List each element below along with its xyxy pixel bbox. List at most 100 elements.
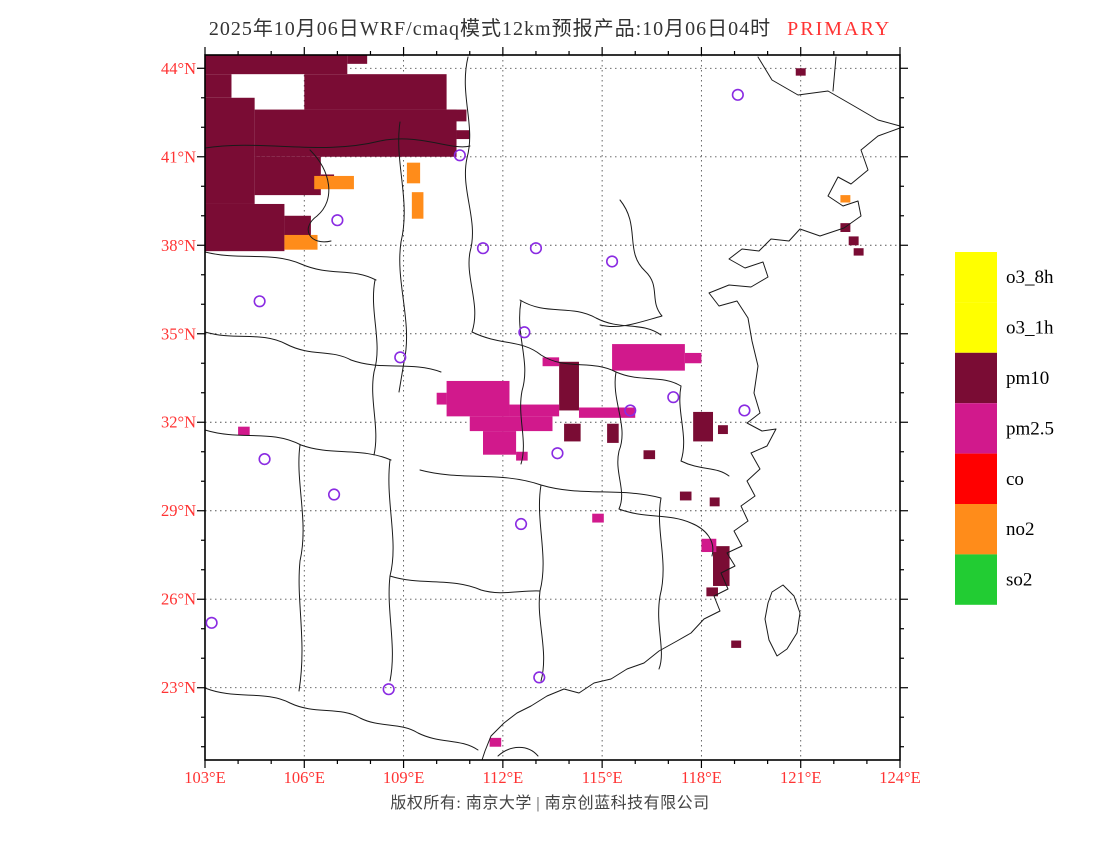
pollutant-regions xyxy=(205,55,864,747)
region-pm10 xyxy=(706,587,718,597)
region-pm2.5 xyxy=(612,344,685,371)
region-pm2.5 xyxy=(483,431,517,455)
region-pm10 xyxy=(205,74,232,98)
city-marker xyxy=(605,255,619,268)
region-pm2.5 xyxy=(509,404,560,417)
region-pm10 xyxy=(347,55,368,64)
region-pm10 xyxy=(848,236,859,246)
interior-borders-east xyxy=(614,371,730,557)
city-marker xyxy=(529,242,543,255)
region-no2 xyxy=(411,192,424,219)
title-text: 2025年10月06日WRF/cmaq模式12km预报产品:10月06日04时 xyxy=(208,18,772,40)
lat-label: 23°N xyxy=(161,678,196,697)
interior-borders-south xyxy=(204,429,664,692)
lon-label: 115°E xyxy=(582,768,623,787)
region-pm2.5 xyxy=(489,737,502,747)
city-marker xyxy=(476,242,490,255)
taiwan-island xyxy=(764,584,801,657)
region-pm10 xyxy=(205,97,255,204)
city-marker xyxy=(514,517,528,531)
lon-label: 103°E xyxy=(184,768,225,787)
lat-label: 29°N xyxy=(161,501,196,520)
city-marker xyxy=(205,616,218,629)
region-no2 xyxy=(840,195,851,203)
region-pm10 xyxy=(693,411,714,442)
lat-label: 44°N xyxy=(161,59,196,78)
region-pm10 xyxy=(254,109,457,157)
region-pm2.5 xyxy=(592,513,604,523)
lon-label: 124°E xyxy=(879,768,920,787)
legend-label: so2 xyxy=(1006,570,1032,591)
city-marker xyxy=(533,671,546,684)
region-pm10 xyxy=(284,215,311,237)
lon-label: 112°E xyxy=(482,768,523,787)
legend-swatch-pm10 xyxy=(955,352,997,404)
region-pm10 xyxy=(254,156,321,196)
region-pm10 xyxy=(731,640,742,648)
region-pm10 xyxy=(205,203,285,252)
region-no2 xyxy=(314,175,354,190)
legend-label: o3_8h xyxy=(1006,267,1054,288)
city-marker xyxy=(331,214,344,227)
lat-label: 38°N xyxy=(161,236,196,255)
city-marker xyxy=(624,404,637,417)
city-marker xyxy=(258,453,271,466)
lat-label: 26°N xyxy=(161,590,196,609)
axis-ticks xyxy=(197,47,908,768)
region-pm2.5 xyxy=(446,380,510,417)
lat-label: 32°N xyxy=(161,413,196,432)
city-marker xyxy=(731,88,744,101)
legend-swatch-no2 xyxy=(955,504,997,555)
region-pm10 xyxy=(679,491,692,501)
legend-swatch-so2 xyxy=(955,554,997,605)
interior-borders-west xyxy=(372,56,476,456)
legend-label: co xyxy=(1006,469,1024,490)
southwest-borders xyxy=(204,687,539,757)
copyright: 版权所有: 南京大学 | 南京创蓝科技有限公司 xyxy=(390,795,710,812)
region-pm10 xyxy=(607,423,619,443)
city-marker xyxy=(453,149,466,162)
region-pm10 xyxy=(713,546,730,586)
legend-swatch-o3_1h xyxy=(955,302,997,353)
province-borders xyxy=(204,56,901,761)
city-marker xyxy=(551,447,564,460)
lat-label: 41°N xyxy=(161,147,196,166)
interior-borders-central xyxy=(471,199,682,465)
legend: o3_8h o3_1h pm10 pm2.5 co no2 so2 xyxy=(955,252,1054,605)
lon-label: 106°E xyxy=(284,768,325,787)
legend-swatch-o3_8h xyxy=(955,252,997,303)
title-pollutant-type: PRIMARY xyxy=(787,18,892,40)
axis-labels: 103°E 106°E 109°E 112°E 115°E 118°E 121°E 124°E… xyxy=(161,59,921,787)
city-marker xyxy=(394,351,407,364)
region-pm2.5 xyxy=(516,451,528,461)
region-pm10 xyxy=(456,130,470,140)
map-frame xyxy=(204,54,901,761)
lon-label: 121°E xyxy=(780,768,821,787)
region-pm10 xyxy=(643,450,656,460)
region-no2 xyxy=(406,162,421,184)
legend-label: pm2.5 xyxy=(1006,418,1054,439)
region-pm10 xyxy=(709,497,720,507)
region-pm2.5 xyxy=(469,416,553,432)
legend-label: o3_1h xyxy=(1006,318,1054,339)
city-markers xyxy=(205,88,751,696)
city-marker xyxy=(327,488,341,501)
region-pm10 xyxy=(446,109,467,122)
region-pm2.5 xyxy=(701,538,717,553)
region-pm10 xyxy=(205,55,348,75)
legend-swatch-pm2.5 xyxy=(955,403,997,454)
lat-label: 35°N xyxy=(161,324,196,343)
lon-label: 109°E xyxy=(383,768,424,787)
lon-label: 118°E xyxy=(681,768,722,787)
city-marker xyxy=(738,404,751,417)
legend-label: no2 xyxy=(1006,519,1035,540)
region-pm2.5 xyxy=(684,352,702,364)
region-pm10 xyxy=(304,74,447,110)
city-marker xyxy=(518,326,531,339)
region-pm2.5 xyxy=(238,426,250,436)
region-no2 xyxy=(284,234,318,250)
city-marker xyxy=(253,295,266,308)
region-pm2.5 xyxy=(436,392,447,405)
interior-borders-north xyxy=(204,138,471,373)
